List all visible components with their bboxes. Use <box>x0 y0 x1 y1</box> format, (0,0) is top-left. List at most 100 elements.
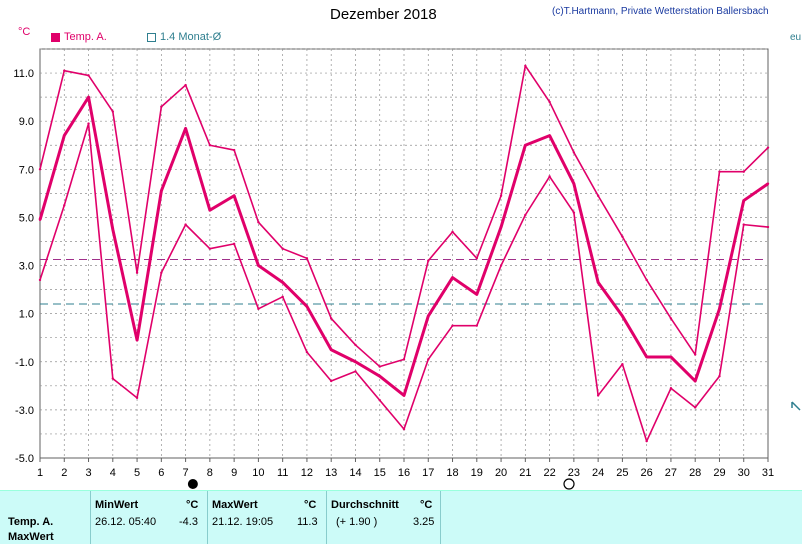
stats-row-label: MaxWert <box>8 531 54 543</box>
x-tick-label: 20 <box>495 467 507 479</box>
data-point-mean <box>524 144 527 147</box>
data-point-mean <box>330 348 333 351</box>
data-point-mean <box>38 218 42 222</box>
data-point-mean <box>378 375 381 378</box>
data-point-mean <box>548 134 551 137</box>
data-point-min <box>694 406 697 409</box>
y-tick-label: 11.0 <box>13 68 34 80</box>
x-tick-label: 29 <box>713 467 725 479</box>
data-point-max <box>38 168 42 171</box>
x-tick-label: 13 <box>325 467 337 479</box>
x-tick-label: 23 <box>568 467 580 479</box>
y-tick-label: 5.0 <box>19 212 34 224</box>
data-point-max <box>766 146 770 149</box>
x-tick-label: 19 <box>471 467 483 479</box>
data-point-mean <box>742 199 745 202</box>
min-time: 26.12. 05:40 <box>95 516 157 528</box>
data-point-min <box>475 324 478 327</box>
data-point-max <box>87 74 90 77</box>
max-time: 21.12. 19:05 <box>212 516 274 528</box>
data-point-mean <box>645 355 648 359</box>
data-point-min <box>87 122 90 125</box>
stats-panel: Temp. A. MaxWert MinWert °C 26.12. 05:40… <box>0 490 802 544</box>
data-point-min <box>305 350 309 354</box>
data-point-max <box>669 317 673 320</box>
unit-label: °C <box>18 26 31 38</box>
full-moon-icon <box>563 478 575 490</box>
data-point-mean <box>427 314 430 318</box>
y-tick-label: -1.0 <box>15 357 34 369</box>
data-point-max <box>354 343 357 347</box>
x-tick-label: 7 <box>183 467 189 479</box>
data-point-max <box>135 271 139 274</box>
data-point-min <box>766 225 770 229</box>
data-point-max <box>718 170 721 173</box>
data-point-mean <box>572 182 576 185</box>
stats-divider <box>326 491 327 544</box>
data-point-max <box>184 83 187 87</box>
data-point-min <box>524 213 527 217</box>
data-point-mean <box>694 379 697 383</box>
data-point-mean <box>135 338 139 342</box>
chart: 11.09.07.05.03.01.0-1.0-3.0-5.01 2 3 4 5 6 7 8 9… <box>13 48 801 490</box>
new-moon-icon <box>187 479 198 489</box>
max-value: 11.3 <box>297 516 318 528</box>
data-point-mean <box>160 189 163 193</box>
data-point-mean <box>305 305 309 308</box>
x-tick-label: 8 <box>207 467 213 479</box>
data-point-min <box>111 377 115 380</box>
y-tick-label: 9.0 <box>19 116 34 128</box>
x-tick-label: 5 <box>134 467 140 479</box>
min-value: -4.3 <box>179 516 198 528</box>
stats-divider <box>440 491 441 544</box>
x-tick-label: 22 <box>543 467 555 479</box>
data-point-min <box>184 223 187 226</box>
edge-label: eu <box>790 32 802 43</box>
legend-item-average[interactable]: 1.4 Monat-Ø <box>147 31 221 43</box>
data-point-mean <box>475 293 478 296</box>
x-tick-label: 11 <box>277 467 288 479</box>
data-point-mean <box>718 307 721 311</box>
data-point-max <box>427 259 430 262</box>
x-tick-label: 14 <box>349 467 361 479</box>
data-point-max <box>232 148 236 152</box>
data-point-mean <box>766 182 770 185</box>
x-tick-label: 1 <box>37 467 43 479</box>
data-point-max <box>330 317 333 320</box>
data-point-mean <box>669 355 673 359</box>
data-point-min <box>499 264 503 267</box>
legend-item-temp[interactable]: Temp. A. <box>51 31 107 43</box>
min-unit: °C <box>186 499 199 511</box>
data-point-max <box>694 353 697 356</box>
data-point-mean <box>208 208 212 212</box>
max-header: MaxWert <box>212 499 258 511</box>
legend-label-average: 1.4 Monat-Ø <box>160 31 222 43</box>
data-point-mean <box>451 276 454 279</box>
x-tick-label: 21 <box>519 467 531 479</box>
legend-swatch-average <box>147 32 156 42</box>
data-point-max <box>111 110 115 113</box>
max-unit: °C <box>304 499 317 511</box>
data-point-max <box>305 257 309 260</box>
y-tick-label: 1.0 <box>19 309 34 321</box>
x-tick-label: 17 <box>422 467 434 479</box>
data-point-max <box>208 144 212 147</box>
data-point-max <box>402 358 406 361</box>
avg-value: 3.25 <box>413 516 435 528</box>
x-tick-label: 12 <box>301 467 313 479</box>
stats-divider <box>207 491 208 544</box>
data-point-min <box>427 358 430 361</box>
x-tick-label: 16 <box>398 467 410 479</box>
data-point-min <box>38 278 42 282</box>
x-tick-label: 4 <box>110 467 116 479</box>
copyright-label: (c)T.Hartmann, Private Wetterstation Bal… <box>552 6 769 17</box>
data-point-max <box>596 194 600 197</box>
data-point-min <box>742 223 745 226</box>
data-point-mean <box>87 95 90 99</box>
data-point-max <box>524 64 527 68</box>
data-point-mean <box>184 127 187 130</box>
x-tick-label: 15 <box>374 467 386 479</box>
x-tick-label: 30 <box>738 467 750 479</box>
data-point-mean <box>499 225 503 229</box>
x-tick-label: 2 <box>61 467 67 479</box>
